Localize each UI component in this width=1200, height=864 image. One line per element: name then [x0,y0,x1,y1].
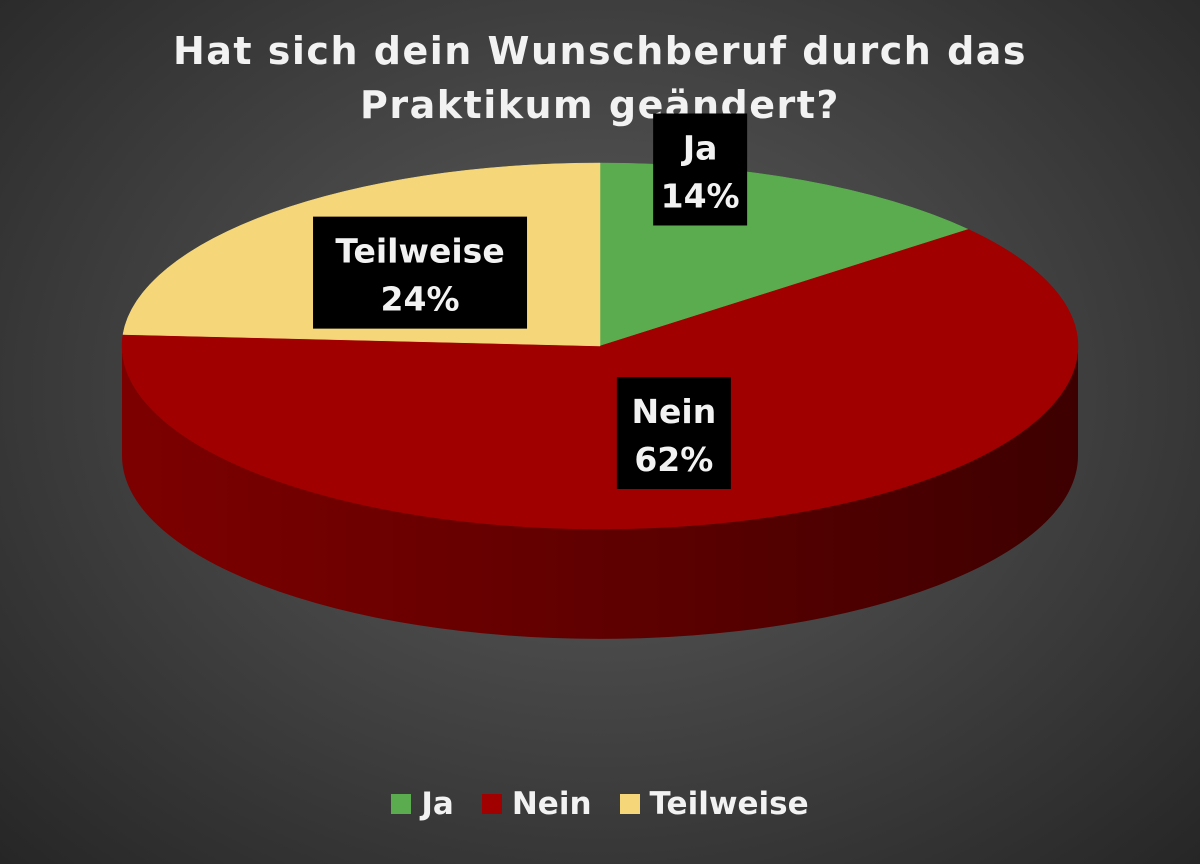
data-label-box [616,377,731,490]
legend-swatch-ja [391,794,412,814]
legend-label-teilweise: Teilweise [649,786,809,822]
data-label-nein: Nein 62% [616,377,731,490]
data-label-name: Ja [681,128,718,167]
data-label-value: 24% [381,280,460,319]
legend: Ja Nein Teilweise [0,786,1200,822]
data-label-name: Nein [631,392,716,431]
legend-label-nein: Nein [511,786,592,822]
data-label-teilweise: Teilweise 24% [313,216,528,329]
legend-swatch-nein [481,794,502,814]
pie-slice-nein [121,229,1079,530]
data-label-value: 62% [634,440,713,479]
pie-side-nein [122,346,1078,639]
chart-title-line-1: Hat sich dein Wunschberuf durch das [172,29,1028,73]
data-label-ja: Ja 14% [653,113,748,226]
chart-title: Hat sich dein Wunschberuf durch das Prak… [0,24,1200,132]
chart-title-line-2: Praktikum geändert? [360,83,840,127]
data-label-value: 14% [661,176,740,215]
data-label-box [313,216,528,329]
legend-item-nein: Nein [481,786,592,822]
data-label-box [653,113,748,226]
legend-label-ja: Ja [421,786,454,822]
legend-item-teilweise: Teilweise [619,786,809,822]
legend-swatch-teilweise [619,794,640,814]
legend-item-ja: Ja [391,786,454,822]
data-label-name: Teilweise [335,232,504,271]
